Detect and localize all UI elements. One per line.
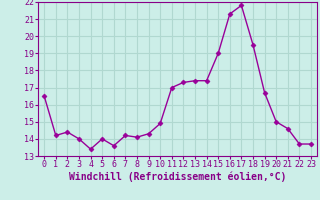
- X-axis label: Windchill (Refroidissement éolien,°C): Windchill (Refroidissement éolien,°C): [69, 172, 286, 182]
